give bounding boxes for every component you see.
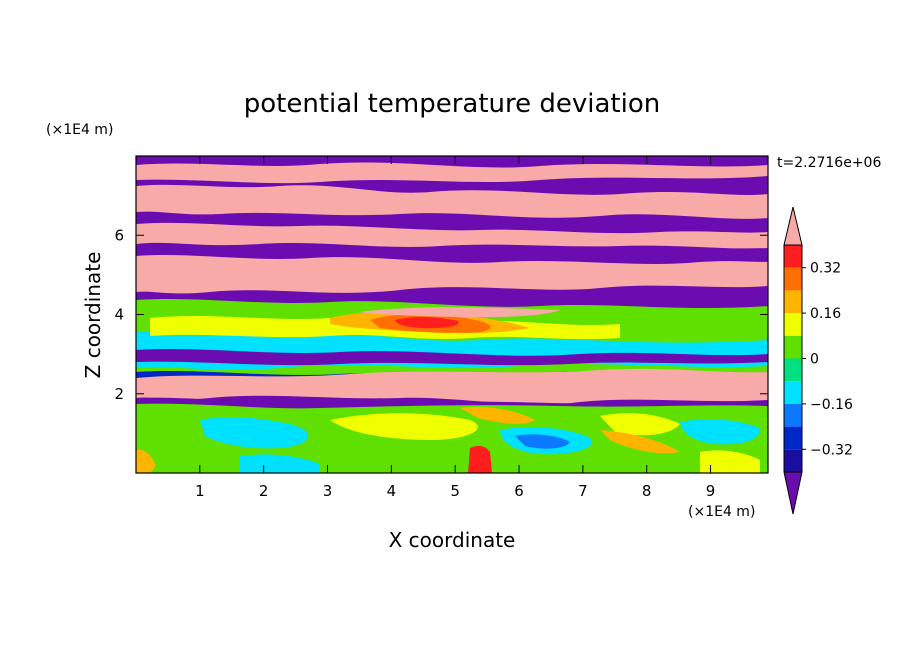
colorbar-segment	[784, 358, 802, 382]
x-tick-label: 7	[578, 482, 588, 500]
x-tick-label: 5	[450, 482, 460, 500]
colorbar-segment	[784, 245, 802, 268]
x-tick-label: 9	[706, 482, 716, 500]
yellow-zone	[330, 413, 478, 440]
x-axis-label: X coordinate	[389, 528, 516, 552]
pink-band	[136, 162, 768, 184]
cyan-zone	[680, 419, 761, 445]
x-tick-label: 4	[387, 482, 397, 500]
yellow-zone	[700, 450, 760, 473]
warm-patch	[136, 449, 156, 473]
colorbar-segment	[784, 426, 802, 450]
red-patch	[468, 445, 492, 473]
warm-patch	[460, 406, 535, 424]
cyan-zone	[200, 417, 309, 449]
y-axis: 2 4 6	[114, 226, 768, 403]
blue-zone	[515, 434, 570, 449]
chart-title: potential temperature deviation	[244, 89, 660, 119]
pink-band	[360, 307, 560, 318]
x-tick-label: 8	[642, 482, 652, 500]
colorbar-label: 0.32	[810, 261, 841, 277]
colorbar-over-triangle	[783, 206, 803, 246]
red-patch	[395, 317, 459, 329]
colorbar: 0.32 0.16 0 −0.16 −0.32	[783, 206, 853, 515]
y-tick-label: 4	[114, 306, 124, 324]
colorbar-label: 0	[810, 352, 819, 368]
colorbar-segment	[784, 449, 802, 472]
y-axis-unit: (×1E4 m)	[46, 122, 113, 138]
x-tick-label: 6	[514, 482, 524, 500]
yellow-zone	[600, 413, 680, 436]
x-tick-label: 2	[259, 482, 269, 500]
purple-stripe	[136, 349, 768, 366]
colorbar-under-triangle	[783, 471, 803, 515]
colorbar-segment	[784, 267, 802, 291]
pink-band	[136, 222, 768, 249]
colorbar-label: 0.16	[810, 306, 841, 322]
pink-band	[136, 255, 768, 294]
colorbar-segment	[784, 381, 802, 404]
colorbar-label: −0.32	[810, 442, 853, 458]
colorbar-label: −0.16	[810, 397, 853, 413]
cyan-zone	[240, 454, 320, 473]
y-axis-label: Z coordinate	[81, 252, 105, 379]
x-axis-unit: (×1E4 m)	[688, 504, 755, 520]
warm-patch	[600, 430, 680, 454]
time-label: t=2.2716e+06	[777, 155, 881, 171]
x-axis: 1 2 3 4 5 6 7 8 9	[195, 156, 715, 500]
colorbar-segment	[784, 290, 802, 314]
pink-band	[136, 184, 768, 219]
contour-field	[136, 156, 768, 473]
colorbar-segment	[784, 403, 802, 427]
x-tick-label: 1	[195, 482, 205, 500]
y-tick-label: 2	[114, 385, 124, 403]
x-tick-label: 3	[323, 482, 333, 500]
pink-band	[136, 368, 768, 405]
colorbar-segment	[784, 313, 802, 336]
y-tick-label: 6	[114, 226, 124, 244]
colorbar-segment	[784, 335, 802, 359]
